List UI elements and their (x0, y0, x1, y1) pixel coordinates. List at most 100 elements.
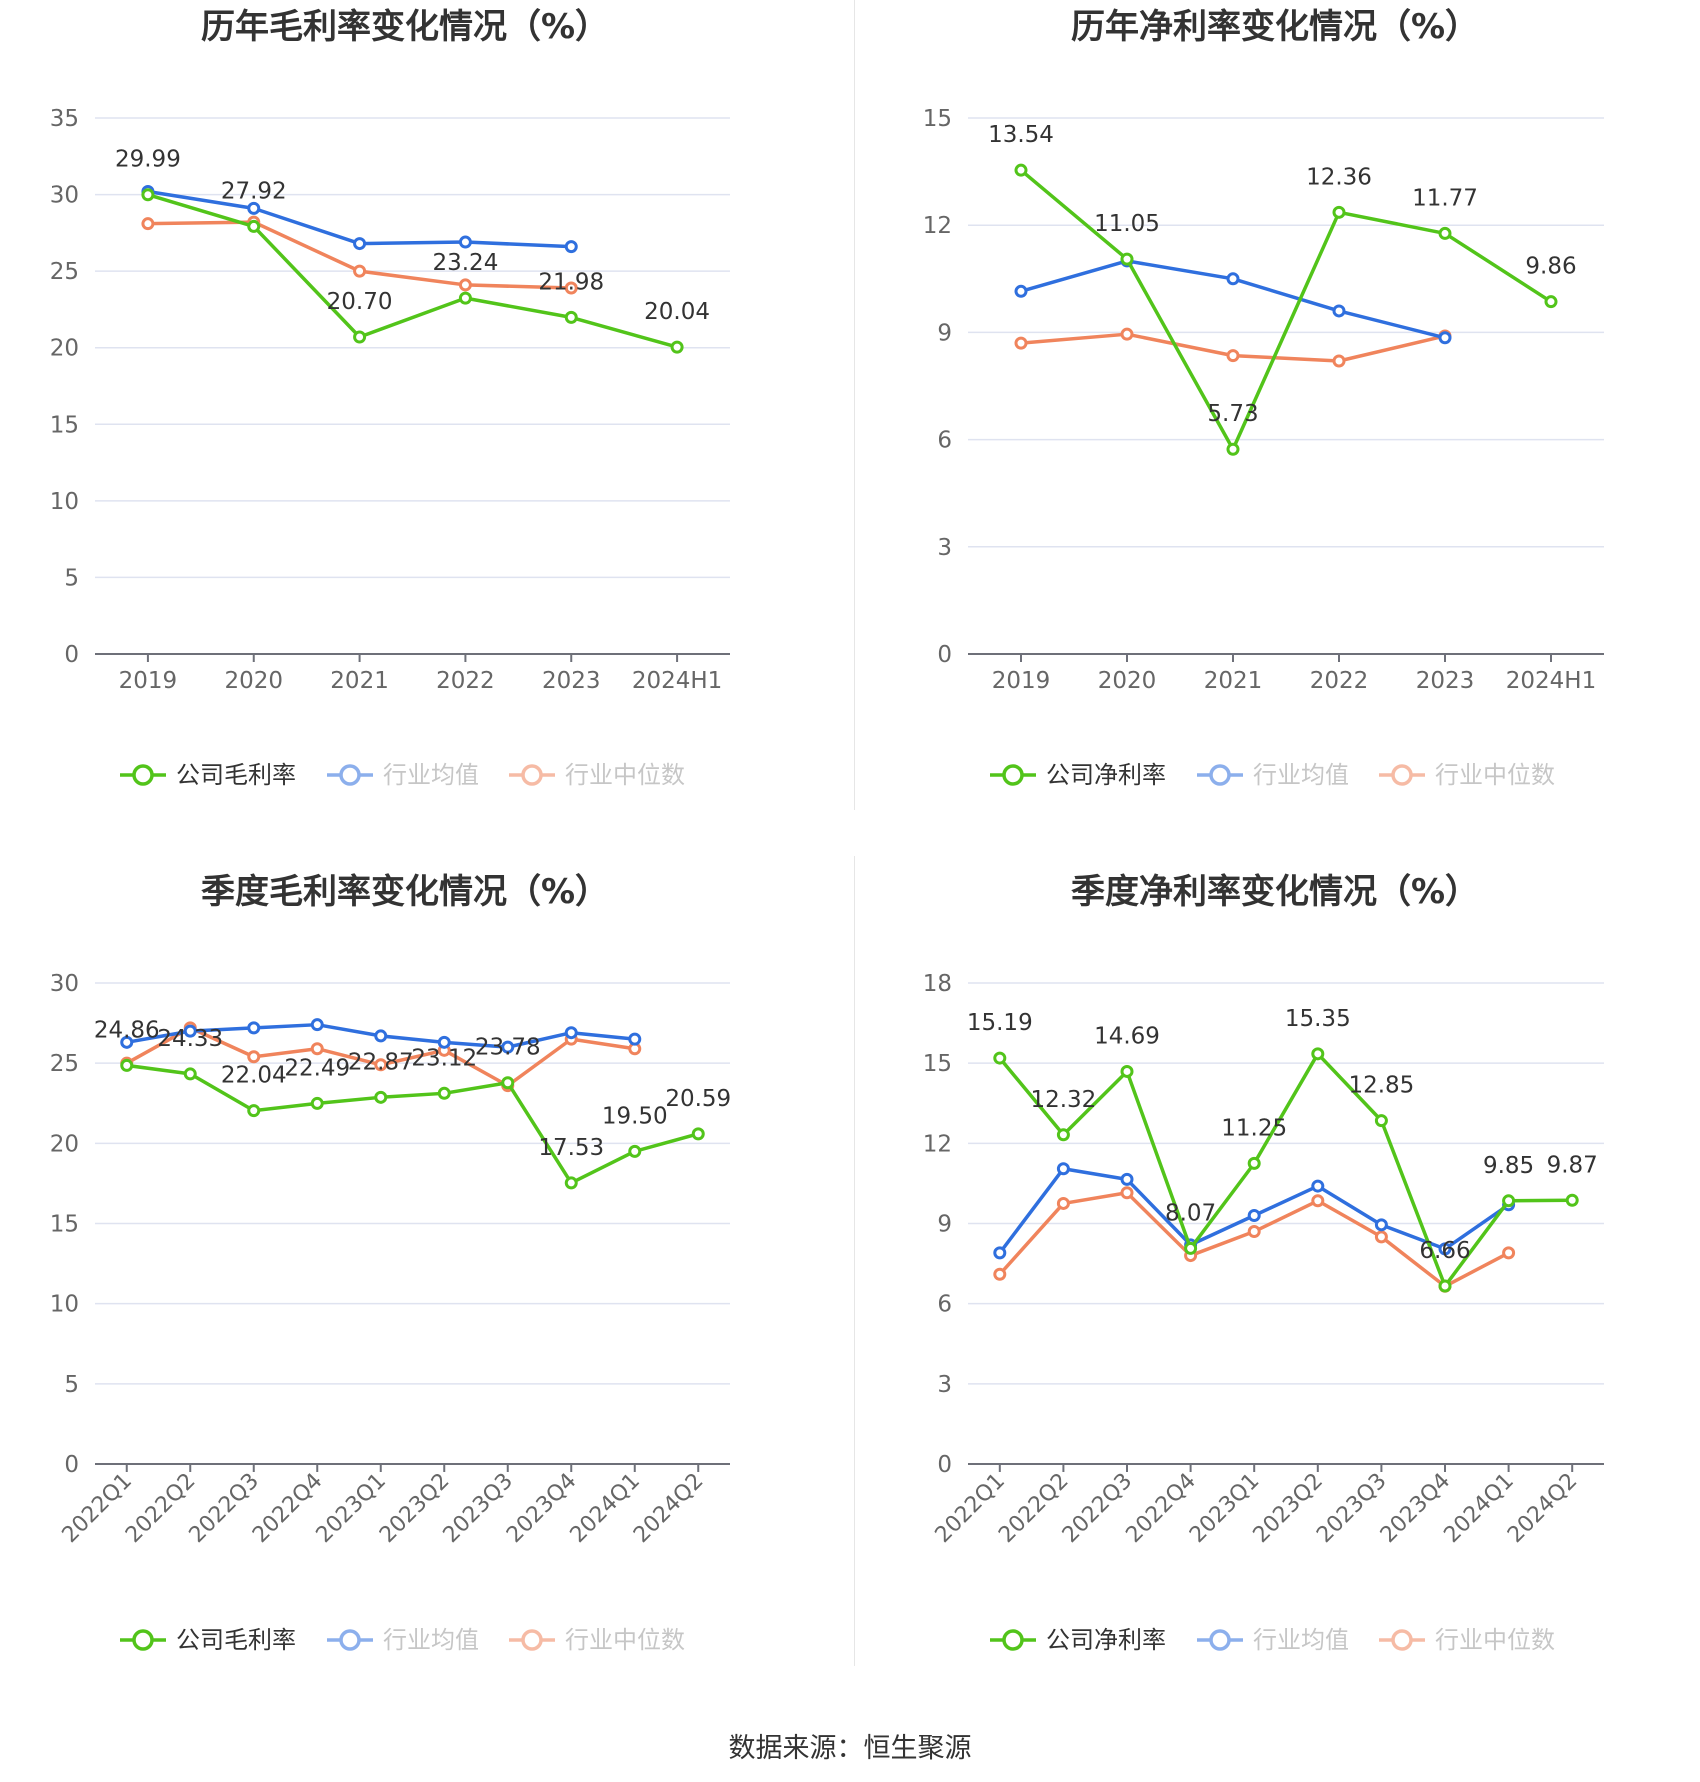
legend-label: 公司净利率 (1046, 761, 1166, 789)
y-tick-label: 20 (50, 1131, 79, 1157)
data-point (247, 1021, 261, 1035)
legend-item-0[interactable]: 公司净利率 (990, 761, 1166, 789)
x-tick-label: 2023Q2 (375, 1469, 454, 1548)
data-label: 24.33 (157, 1026, 223, 1052)
x-tick-label: 2023Q4 (1376, 1469, 1455, 1548)
data-point (993, 1267, 1007, 1281)
x-tick-label: 2022Q4 (1121, 1469, 1200, 1548)
chart-title: 季度毛利率变化情况（%） (201, 872, 609, 912)
legend-marker (1391, 764, 1413, 786)
data-label: 9.87 (1547, 1152, 1598, 1178)
y-tick-label: 15 (923, 106, 952, 132)
data-point (458, 291, 472, 305)
data-point (501, 1076, 515, 1090)
legend-item-0[interactable]: 公司净利率 (990, 1626, 1166, 1654)
y-tick-label: 5 (64, 565, 79, 591)
legend-marker (132, 764, 154, 786)
y-tick-label: 9 (937, 1212, 952, 1238)
legend-label: 行业中位数 (565, 761, 685, 789)
y-tick-label: 6 (937, 1292, 952, 1318)
legend-item-1[interactable]: 行业均值 (1197, 1626, 1349, 1654)
x-tick-label: 2020 (1098, 668, 1157, 694)
legend-item-0[interactable]: 公司毛利率 (120, 1626, 296, 1654)
data-point (353, 330, 367, 344)
data-point (1374, 1218, 1388, 1232)
y-tick-label: 5 (64, 1372, 79, 1398)
data-point (1226, 442, 1240, 456)
legend-item-1[interactable]: 行业均值 (327, 761, 479, 789)
data-label: 13.54 (988, 122, 1054, 148)
x-tick-label: 2022 (1310, 668, 1369, 694)
y-tick-label: 6 (937, 428, 952, 454)
data-point (1014, 336, 1028, 350)
y-tick-label: 12 (923, 213, 952, 239)
data-point (437, 1086, 451, 1100)
y-tick-label: 30 (50, 971, 79, 997)
data-label: 22.87 (348, 1049, 414, 1075)
x-tick-label: 2019 (992, 668, 1051, 694)
x-tick-label: 2022Q4 (248, 1469, 327, 1548)
x-tick-label: 2022Q2 (994, 1469, 1073, 1548)
data-point (1247, 1208, 1261, 1222)
data-label: 8.07 (1165, 1200, 1216, 1226)
legend-marker (521, 1629, 543, 1651)
data-point (374, 1090, 388, 1104)
data-label: 20.59 (665, 1086, 731, 1112)
chart-panel-3: 季度净利率变化情况（%） 0 3 6 9 12 15 18 2022Q12022Q22022Q3… (923, 872, 1604, 1654)
x-tick-label: 2022Q3 (1058, 1469, 1137, 1548)
data-label: 17.53 (538, 1135, 604, 1161)
legend-label: 行业均值 (383, 761, 479, 789)
legend-item-0[interactable]: 公司毛利率 (120, 761, 296, 789)
legend-marker (521, 764, 543, 786)
data-point (247, 219, 261, 233)
data-point (1544, 295, 1558, 309)
legend-item-2[interactable]: 行业中位数 (1379, 761, 1555, 789)
legend-item-2[interactable]: 行业中位数 (509, 761, 685, 789)
data-label: 29.99 (115, 147, 181, 173)
chart-title: 季度净利率变化情况（%） (1071, 872, 1479, 912)
legend-item-1[interactable]: 行业均值 (327, 1626, 479, 1654)
data-label: 20.04 (644, 299, 710, 325)
data-point (501, 1040, 515, 1054)
x-tick-label: 2021 (330, 668, 389, 694)
y-tick-label: 0 (64, 1452, 79, 1478)
x-tick-label: 2021 (1204, 668, 1263, 694)
data-point (670, 340, 684, 354)
y-tick-label: 12 (923, 1131, 952, 1157)
legend-item-1[interactable]: 行业均值 (1197, 761, 1349, 789)
legend-item-2[interactable]: 行业中位数 (1379, 1626, 1555, 1654)
x-tick-label: 2024H1 (632, 668, 722, 694)
y-tick-label: 15 (50, 1212, 79, 1238)
data-point (1014, 163, 1028, 177)
data-point (1247, 1225, 1261, 1239)
y-tick-label: 0 (937, 1452, 952, 1478)
x-tick-label: 2022Q3 (185, 1469, 264, 1548)
data-point (1184, 1241, 1198, 1255)
data-label: 6.66 (1419, 1238, 1470, 1264)
data-point (1502, 1194, 1516, 1208)
data-point (1332, 205, 1346, 219)
data-point (1226, 272, 1240, 286)
data-point (1311, 1047, 1325, 1061)
data-point (1120, 1064, 1134, 1078)
data-point (183, 1067, 197, 1081)
y-tick-label: 25 (50, 259, 79, 285)
data-point (310, 1042, 324, 1056)
series-line-0 (147, 193, 678, 349)
data-label: 11.77 (1412, 185, 1478, 211)
data-point (1120, 327, 1134, 341)
data-point (141, 217, 155, 231)
data-label: 12.36 (1306, 164, 1372, 190)
data-label: 11.25 (1221, 1115, 1287, 1141)
legend-item-2[interactable]: 行业中位数 (509, 1626, 685, 1654)
data-point (247, 1104, 261, 1118)
data-point (628, 1032, 642, 1046)
x-tick-label: 2022Q1 (931, 1469, 1010, 1548)
x-tick-label: 2024Q1 (1439, 1469, 1518, 1548)
data-point (353, 237, 367, 251)
legend-marker (339, 764, 361, 786)
x-tick-label: 2022Q2 (121, 1469, 200, 1548)
legend-label: 行业均值 (1253, 761, 1349, 789)
legend-label: 行业中位数 (1435, 761, 1555, 789)
